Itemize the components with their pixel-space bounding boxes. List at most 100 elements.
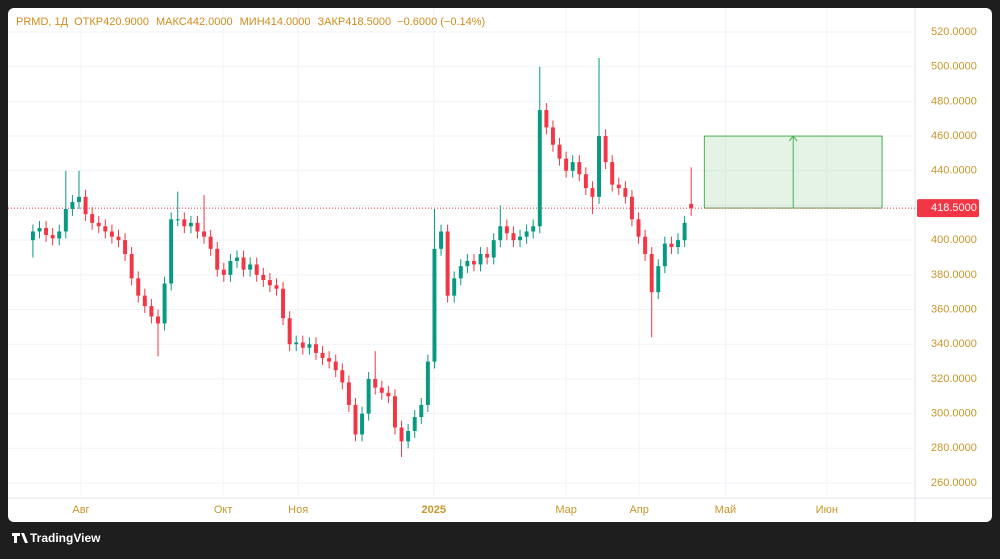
candle-body xyxy=(57,231,62,239)
candle-body xyxy=(360,413,365,435)
candle-body xyxy=(458,266,463,279)
x-tick-label: Окт xyxy=(214,504,233,516)
candle-body xyxy=(373,378,378,388)
last-price-box xyxy=(917,199,979,218)
candle-body xyxy=(392,396,397,428)
candle-body xyxy=(550,127,555,145)
candle-body xyxy=(682,222,687,241)
brand-logo xyxy=(12,533,28,543)
candle-body xyxy=(524,231,529,237)
y-tick-label: 440.0000 xyxy=(931,165,977,177)
candle-body xyxy=(116,236,121,241)
candle-body xyxy=(274,285,279,289)
axes: 260.0000 280.0000 300.0000 320.0000 340.0000… xyxy=(72,26,979,516)
candle-body xyxy=(399,427,404,442)
candle-body xyxy=(564,158,569,171)
candle-body xyxy=(103,226,108,232)
candle-body xyxy=(537,110,542,227)
candle-body xyxy=(465,260,470,267)
y-tick-label: 520.0000 xyxy=(931,26,977,38)
candle-body xyxy=(452,278,457,296)
candle-body xyxy=(300,342,305,348)
candle-body xyxy=(366,378,371,414)
candle-body xyxy=(254,264,259,275)
candle-body xyxy=(340,370,345,383)
candle-body xyxy=(208,236,213,249)
candle-body xyxy=(676,240,680,248)
field-value: 442.0000 xyxy=(187,16,233,28)
candle-body xyxy=(471,260,476,265)
candle-body xyxy=(287,318,292,345)
x-tick-label: Июн xyxy=(816,504,838,516)
candle-body xyxy=(129,254,134,279)
candle-body xyxy=(439,231,444,249)
candle-body xyxy=(386,392,391,397)
candle-body xyxy=(156,316,160,324)
symbol: PRMD, 1Д xyxy=(16,16,69,28)
candle-body xyxy=(228,260,233,275)
candle-body xyxy=(30,231,35,241)
candle-body xyxy=(149,306,154,317)
candle-body xyxy=(425,361,430,405)
candle-body xyxy=(511,233,516,241)
candle-body xyxy=(419,404,424,418)
candle-body xyxy=(123,240,128,255)
x-tick-label: Ноя xyxy=(288,504,308,516)
candle-body xyxy=(327,358,332,362)
candle-body xyxy=(412,417,417,431)
candle-body xyxy=(261,274,266,281)
grid xyxy=(8,8,915,498)
field-value: 418.5000 xyxy=(345,16,391,28)
last-price-label: 418.5000 xyxy=(931,202,977,214)
y-tick-label: 500.0000 xyxy=(931,61,977,73)
candle-body xyxy=(182,219,187,227)
field-label: ОТКР xyxy=(74,16,103,28)
brand: TradingView xyxy=(12,531,101,545)
candle-body xyxy=(109,231,114,237)
candle-body xyxy=(83,196,88,215)
y-tick-label: 360.0000 xyxy=(931,303,977,315)
candle-body xyxy=(215,248,220,270)
candle-body xyxy=(175,219,180,221)
x-tick-label: 2025 xyxy=(422,504,446,516)
y-tick-label: 260.0000 xyxy=(931,477,977,489)
candle-body xyxy=(50,234,55,239)
candle-body xyxy=(44,228,49,235)
candle-body xyxy=(379,387,384,393)
y-tick-label: 340.0000 xyxy=(931,338,977,350)
candle-body xyxy=(577,162,582,175)
projection-arrowhead xyxy=(788,135,798,142)
candle-body xyxy=(162,283,167,324)
candle-body xyxy=(169,219,174,284)
candle-body xyxy=(636,219,641,237)
candle-body xyxy=(531,226,536,232)
candle-body xyxy=(346,382,351,405)
field-label: МИН xyxy=(240,16,265,28)
candle-body xyxy=(221,269,226,275)
y-tick-label: 460.0000 xyxy=(931,130,977,142)
candle-body xyxy=(281,288,286,319)
change: −0.6000 (−0.14%) xyxy=(397,16,485,28)
candle-body xyxy=(235,257,239,261)
field-label: МАКС xyxy=(156,16,187,28)
candle-body xyxy=(662,243,667,267)
y-tick-label: 380.0000 xyxy=(931,269,977,281)
y-tick-label: 300.0000 xyxy=(931,408,977,420)
candle-body xyxy=(491,240,496,258)
y-tick-label: 280.0000 xyxy=(931,442,977,454)
x-tick-label: Апр xyxy=(629,504,648,516)
candle-body xyxy=(629,196,634,220)
candle-body xyxy=(616,184,621,189)
candle-body xyxy=(557,144,562,159)
candle-body xyxy=(320,352,325,359)
candle-body xyxy=(544,110,549,128)
x-tick-label: Май xyxy=(715,504,737,516)
y-tick-label: 480.0000 xyxy=(931,95,977,107)
candle-body xyxy=(445,231,450,296)
candle-body xyxy=(142,295,147,307)
candle-body xyxy=(202,231,207,237)
candle-body xyxy=(333,361,338,371)
candle-body xyxy=(37,228,42,232)
candle-body xyxy=(583,174,588,189)
